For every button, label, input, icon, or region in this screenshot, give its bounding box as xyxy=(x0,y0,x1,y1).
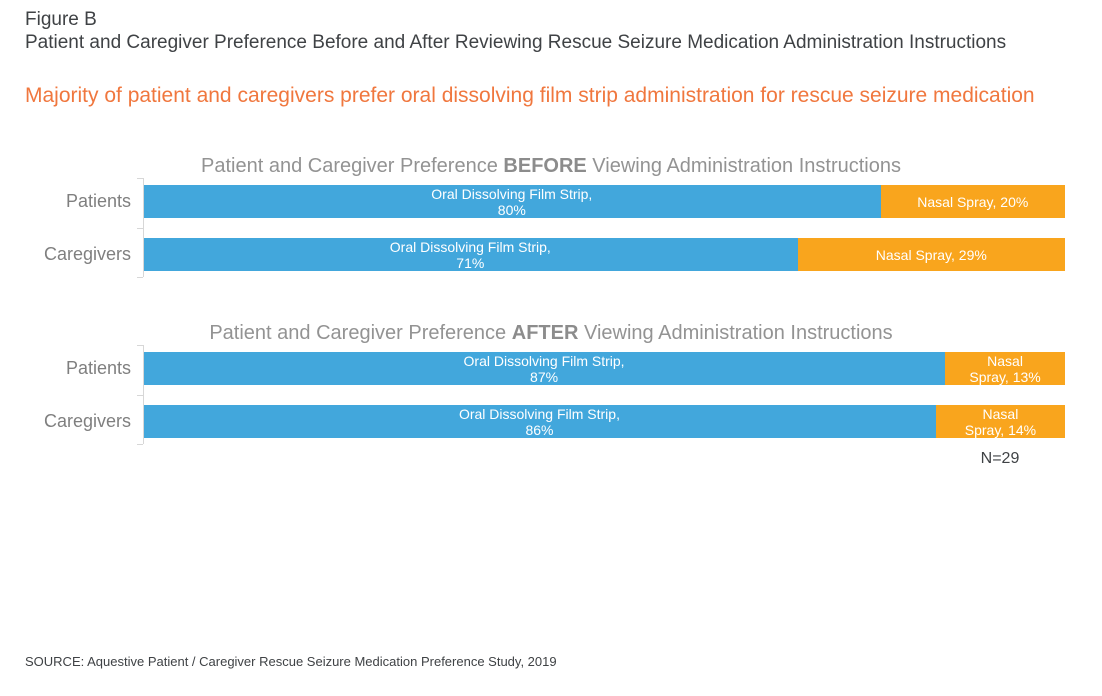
bar-segment-nasal-spray: Nasal Spray, 14% xyxy=(935,405,1065,438)
axis-tick xyxy=(137,228,143,229)
bar-segment-nasal-spray: Nasal Spray, 20% xyxy=(880,185,1065,218)
axis-tick xyxy=(137,444,143,445)
segment-label: Nasal Spray, 29% xyxy=(875,246,987,263)
chart-before: Patient and Caregiver Preference BEFORE … xyxy=(0,154,1102,278)
bar-row: Caregivers Oral Dissolving Film Strip, 86%… xyxy=(0,405,1102,438)
axis-tick xyxy=(137,277,143,278)
chart-title-prefix: Patient and Caregiver Preference xyxy=(201,155,504,177)
chart-title-emphasis: BEFORE xyxy=(503,155,587,177)
y-axis-line xyxy=(143,178,144,277)
segment-label: Oral Dissolving Film Strip, 71% xyxy=(389,238,551,271)
figure-title-block: Figure B Patient and Caregiver Preferenc… xyxy=(25,0,1080,54)
category-label: Caregivers xyxy=(43,411,131,431)
bar-segment-film-strip: Oral Dissolving Film Strip, 86% xyxy=(143,405,936,438)
segment-label: Nasal Spray, 20% xyxy=(917,193,1029,210)
bar-track: Oral Dissolving Film Strip, 71% Nasal Spra… xyxy=(143,238,1065,271)
plot-area: Patients Oral Dissolving Film Strip, 87% Na… xyxy=(0,345,1102,445)
segment-label: Nasal Spray, 13% xyxy=(969,352,1041,385)
chart-title: Patient and Caregiver Preference BEFORE … xyxy=(0,154,1102,178)
headline: Majority of patient and caregivers prefe… xyxy=(25,84,1035,107)
segment-label: Nasal Spray, 14% xyxy=(964,405,1037,438)
bar-segment-film-strip: Oral Dissolving Film Strip, 87% xyxy=(143,352,946,385)
axis-tick xyxy=(137,345,143,346)
category-label: Patients xyxy=(65,358,131,378)
axis-tick xyxy=(137,178,143,179)
plot-area: Patients Oral Dissolving Film Strip, 80% Na… xyxy=(0,178,1102,278)
bar-row: Caregivers Oral Dissolving Film Strip, 71%… xyxy=(0,238,1102,271)
bar-track: Oral Dissolving Film Strip, 87% Nasal Spray… xyxy=(143,352,1065,385)
chart-after: Patient and Caregiver Preference AFTER V… xyxy=(0,321,1102,445)
category-label: Patients xyxy=(65,191,131,211)
chart-title-prefix: Patient and Caregiver Preference xyxy=(209,322,512,344)
figure-title: Patient and Caregiver Preference Before … xyxy=(25,32,1007,53)
bar-segment-film-strip: Oral Dissolving Film Strip, 80% xyxy=(143,185,881,218)
chart-title: Patient and Caregiver Preference AFTER V… xyxy=(0,321,1102,345)
category-label: Caregivers xyxy=(43,244,131,264)
bar-row: Patients Oral Dissolving Film Strip, 87% Na… xyxy=(0,352,1102,385)
axis-tick xyxy=(137,395,143,396)
bar-segment-film-strip: Oral Dissolving Film Strip, 71% xyxy=(143,238,798,271)
bar-segment-nasal-spray: Nasal Spray, 13% xyxy=(945,352,1065,385)
figure-label: Figure B xyxy=(25,9,97,30)
segment-label: Oral Dissolving Film Strip, 87% xyxy=(463,352,625,385)
chart-title-suffix: Viewing Administration Instructions xyxy=(578,322,893,344)
source-note: SOURCE: Aquestive Patient / Caregiver Re… xyxy=(25,654,557,669)
bar-track: Oral Dissolving Film Strip, 86% Nasal Spray… xyxy=(143,405,1065,438)
chart-title-emphasis: AFTER xyxy=(511,322,579,344)
bar-row: Patients Oral Dissolving Film Strip, 80% Na… xyxy=(0,185,1102,218)
segment-label: Oral Dissolving Film Strip, 80% xyxy=(431,185,593,218)
bar-track: Oral Dissolving Film Strip, 80% Nasal Spra… xyxy=(143,185,1065,218)
sample-size-note: N=29 xyxy=(980,450,1020,467)
chart-title-suffix: Viewing Administration Instructions xyxy=(586,155,901,177)
segment-label: Oral Dissolving Film Strip, 86% xyxy=(458,405,620,438)
y-axis-line xyxy=(143,345,144,444)
bar-segment-nasal-spray: Nasal Spray, 29% xyxy=(797,238,1065,271)
